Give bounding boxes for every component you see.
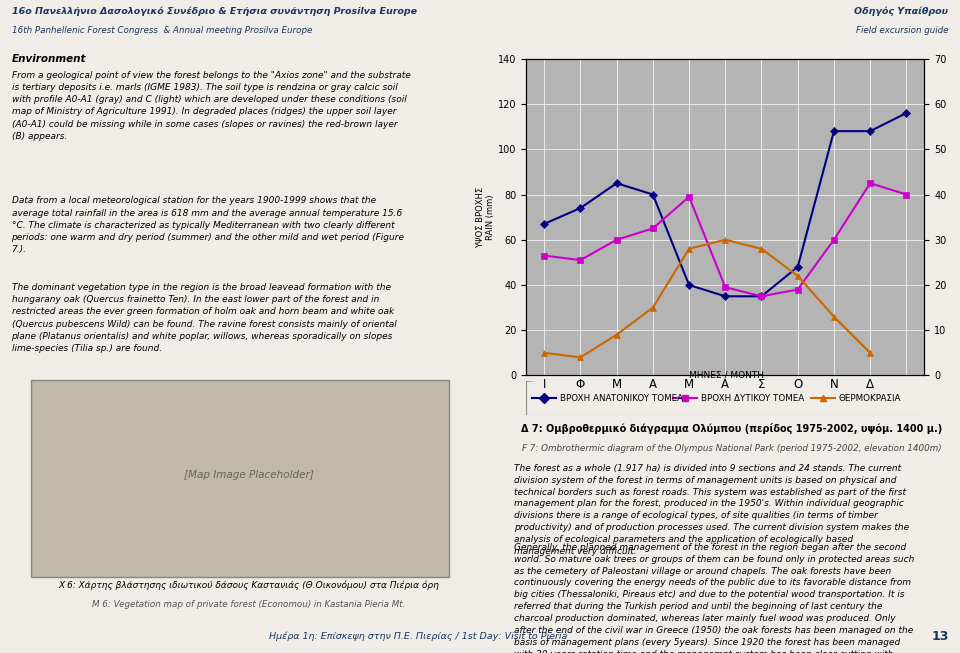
Text: From a geological point of view the forest belongs to the "Axios zone" and the s: From a geological point of view the fore…	[12, 71, 410, 140]
Text: [Map Image Placeholder]: [Map Image Placeholder]	[184, 471, 314, 481]
Text: Generally, the planned management of the forest in the region began after the se: Generally, the planned management of the…	[514, 543, 914, 653]
Text: BPOXH ANATOΝIKOY TOMEA: BPOXH ANATOΝIKOY TOMEA	[560, 394, 684, 403]
Text: 13: 13	[931, 629, 948, 643]
Text: The forest as a whole (1.917 ha) is divided into 9 sections and 24 stands. The c: The forest as a whole (1.917 ha) is divi…	[514, 464, 909, 556]
Text: 16o Πανελλήνιο Δασολογικό Συνέδριο & Ετήσια συνάντηση Prosilva Europe: 16o Πανελλήνιο Δασολογικό Συνέδριο & Ετή…	[12, 7, 417, 16]
Text: ΜΗΝΕΣ / MONTH: ΜΗΝΕΣ / MONTH	[689, 371, 764, 380]
Text: Oδηγός Yπαίθρου: Oδηγός Yπαίθρου	[854, 7, 948, 16]
Text: Hμέρα 1η: Eπίσκεψη στην Π.Ε. Πιερίας / 1st Day: Visit to Pieria: Hμέρα 1η: Eπίσκεψη στην Π.Ε. Πιερίας / 1…	[269, 631, 567, 641]
Text: Δ 7: Oμβροθερμικό διάγραμμα Oλύμπου (περίδος 1975-2002, υψόμ. 1400 μ.): Δ 7: Oμβροθερμικό διάγραμμα Oλύμπου (περ…	[521, 423, 943, 434]
Text: 16th Panhellenic Forest Congress  & Annual meeting Prosilva Europe: 16th Panhellenic Forest Congress & Annua…	[12, 26, 312, 35]
Text: F 7: Ombrothermic diagram of the Olympus National Park (period 1975-2002, elevat: F 7: Ombrothermic diagram of the Olympus…	[522, 444, 942, 453]
Y-axis label: YΨOΣ BPOΧHΣ
RAIN (mm): YΨOΣ BPOΧHΣ RAIN (mm)	[476, 187, 495, 247]
Text: X 6: Xάρτης βλάστησης ιδιωτικού δάσους Καστανιάς (Θ.Οικονόμου) στα Πιέρια όρη: X 6: Xάρτης βλάστησης ιδιωτικού δάσους Κ…	[59, 581, 440, 590]
Bar	[31, 380, 448, 577]
Text: M 6: Vegetation map of private forest (Economou) in Kastania Pieria Mt.: M 6: Vegetation map of private forest (E…	[92, 599, 406, 609]
Text: Field excursion guide: Field excursion guide	[856, 26, 948, 35]
Text: ΘEPMOKPAΣIA: ΘEPMOKPAΣIA	[839, 394, 901, 403]
Text: BPOXH ΔYTIKOY TOMEA: BPOXH ΔYTIKOY TOMEA	[702, 394, 804, 403]
Text: Environment: Environment	[12, 54, 86, 63]
Text: Data from a local meteorological station for the years 1900-1999 shows that the
: Data from a local meteorological station…	[12, 197, 404, 254]
Text: The dominant vegetation type in the region is the broad leavead formation with t: The dominant vegetation type in the regi…	[12, 283, 396, 353]
